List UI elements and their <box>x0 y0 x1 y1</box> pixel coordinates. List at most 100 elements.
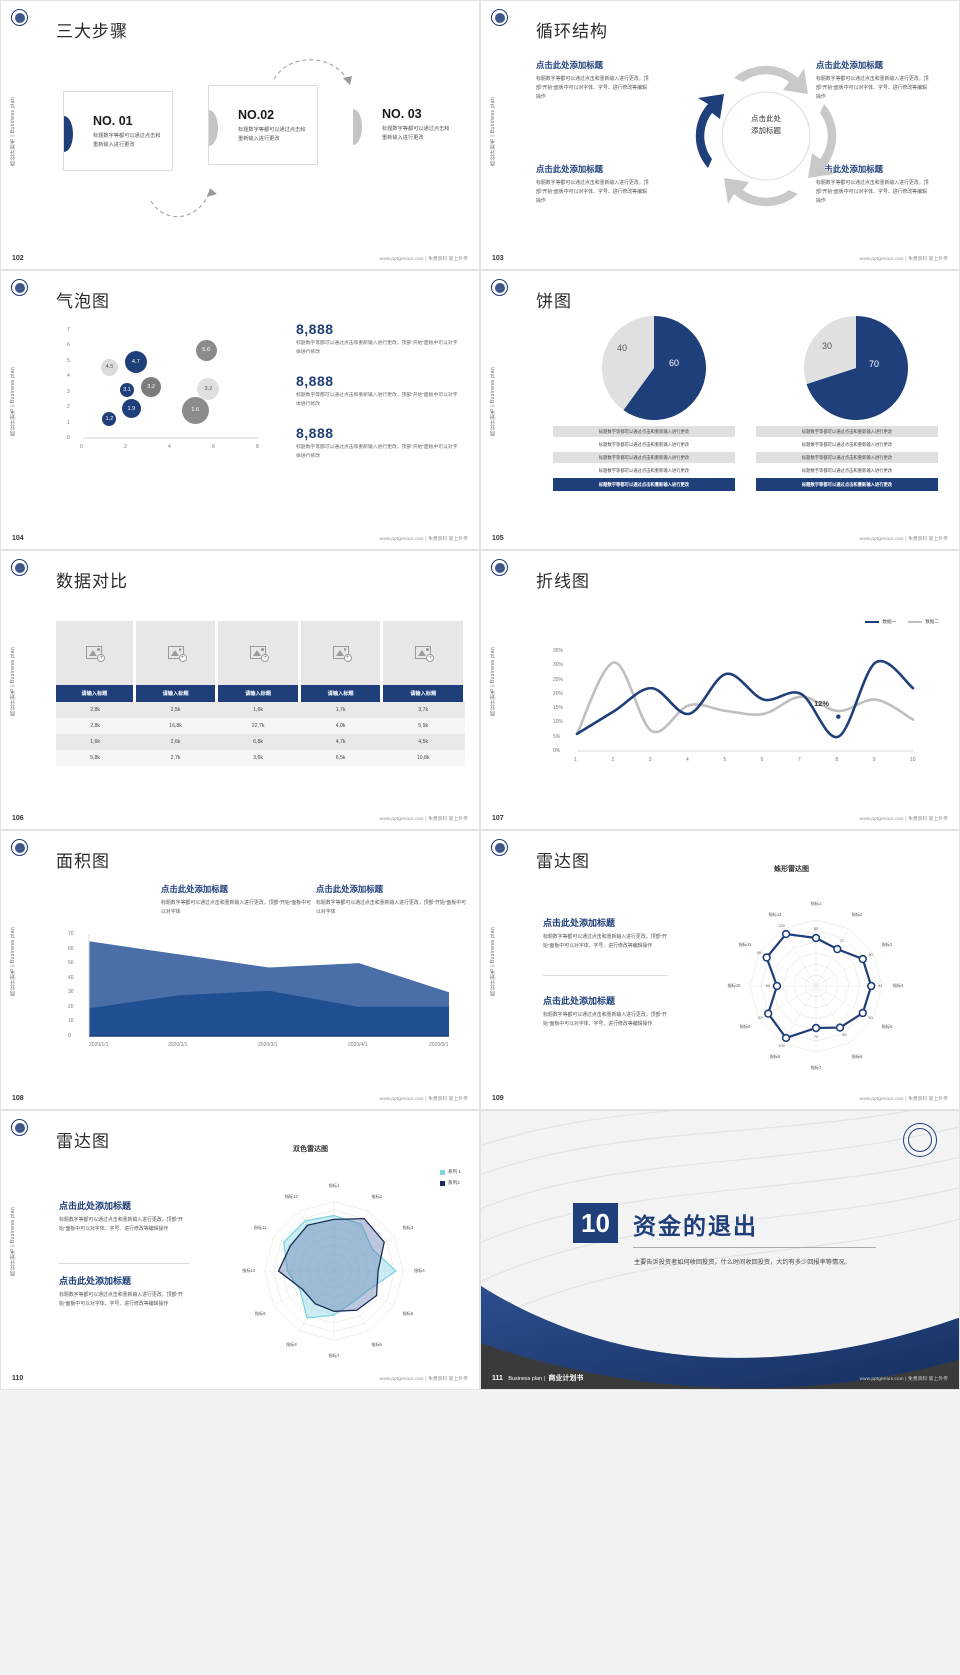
x-tick: 6 <box>212 444 215 450</box>
step-marker-1 <box>64 116 73 152</box>
image-placeholder-cell[interactable]: + <box>216 621 301 685</box>
y-tick: 70 <box>68 931 74 937</box>
side-label: 商业计划书 | Business plan <box>10 367 16 436</box>
step-card-1[interactable]: NO. 01 标题数字等都可以通过点击和重新输入进行更改 <box>63 91 173 171</box>
step-marker-2 <box>209 110 218 146</box>
step-card-2[interactable]: NO.02 标题数字等都可以通过点击和重新输入进行更改 <box>208 85 318 165</box>
radar-axis-label: 指标8 <box>285 1341 297 1347</box>
cycle-block-2[interactable]: 点击此处添加标题 标题数字等都可以通过点击和重新输入进行更改，顶部“开始”面板中… <box>536 163 651 206</box>
side-label: 商业计划书 | Business plan <box>10 97 16 166</box>
radar2-heading-1: 点击此处添加标题 <box>59 1201 132 1211</box>
radar-divider <box>543 975 668 976</box>
footer-text: www.pptgenius.com | 免费资料 第上外传 <box>379 1376 468 1381</box>
pie-chart-right <box>804 316 908 420</box>
area-block-1[interactable]: 点击此处添加标题 标题数字等都可以通过点击和重新输入进行更改，顶部“开始”面板中… <box>161 883 311 917</box>
legend-item-2[interactable]: 系列2 <box>439 1180 461 1186</box>
image-placeholder-cell[interactable]: + <box>56 621 136 685</box>
radar-value-label: 90 <box>868 951 873 957</box>
slide-106: 商业计划书 | Business plan 数据对比 + + + + + 请输入标题 请输入… <box>0 550 480 830</box>
legend-item-2[interactable]: 数据二 <box>908 619 939 625</box>
cycle-body-1: 标题数字等都可以通过点击和重新输入进行更改，顶部“开始”面板中可以对字体、字号、… <box>536 77 649 101</box>
radar-axis-label: 指标3 <box>402 1225 414 1231</box>
radar2-block-1[interactable]: 点击此处添加标题 标题数字等都可以通过点击和重新输入进行更改，顶部“开始”面板中… <box>59 1199 189 1234</box>
bubble-point[interactable]: 3.1 <box>120 383 134 398</box>
legend-bar-active[interactable]: 标题数字等都可以通过点击和重新输入进行更改 <box>553 478 735 491</box>
pie-right-legend-list: 标题数字等都可以通过点击和重新输入进行更改 标题数字等都可以通过点击和重新输入进… <box>756 426 938 493</box>
step-number-2: NO.02 <box>238 108 275 122</box>
page-number: 103 <box>492 255 504 262</box>
radar-axis-label: 指标12 <box>284 1194 298 1200</box>
bubble-point[interactable]: 3.2 <box>197 377 220 400</box>
cycle-block-4[interactable]: 点击此处添加标题 标题数字等都可以通过点击和重新输入进行更改，顶部“开始”面板中… <box>816 163 931 206</box>
bubble-point[interactable]: 4.7 <box>124 351 147 374</box>
table-header-cell: 请输入标题 <box>216 685 301 702</box>
radar-block-2[interactable]: 点击此处添加标题 标题数字等都可以通过点击和重新输入进行更改，顶部“开始”面板中… <box>543 994 668 1029</box>
legend-bar-active[interactable]: 标题数字等都可以通过点击和重新输入进行更改 <box>756 478 938 491</box>
y-tick: 5 <box>67 357 70 364</box>
bubble-point[interactable]: 3.2 <box>141 377 162 398</box>
step-card-3[interactable]: NO. 03 标题数字等都可以通过点击和重新输入进行更改 <box>353 85 463 165</box>
stat-desc-2: 标题数字等都可以通过点击和重新输入进行更改，顶部“开始”面板中可以对字体进行修改 <box>296 393 458 407</box>
legend-bar[interactable]: 标题数字等都可以通过点击和重新输入进行更改 <box>756 465 938 476</box>
x-tick: 10 <box>910 757 916 763</box>
legend-bar[interactable]: 标题数字等都可以通过点击和重新输入进行更改 <box>756 452 938 463</box>
legend-bar[interactable]: 标题数字等都可以通过点击和重新输入进行更改 <box>756 439 938 450</box>
x-tick: 8 <box>835 757 839 763</box>
legend-item-1[interactable]: 数据一 <box>865 619 896 625</box>
cycle-block-1[interactable]: 点击此处添加标题 标题数字等都可以通过点击和重新输入进行更改，顶部“开始”面板中… <box>536 59 651 102</box>
stat-desc-3: 标题数字等都可以通过点击和重新输入进行更改，顶部“开始”面板中可以对字体进行修改 <box>296 445 458 459</box>
comparison-table: + + + + + 请输入标题 请输入标题 请输入标题 请输入标题 请输入标题 2,8k 2,5k 1,… <box>56 621 466 766</box>
bubble-point[interactable]: 5.6 <box>195 339 217 361</box>
radar-axis-label: 指标9 <box>739 1024 751 1029</box>
radar-value-label: 80 <box>842 1032 847 1038</box>
image-placeholder-cell[interactable]: + <box>134 621 219 685</box>
bubble-point[interactable]: 1.2 <box>102 412 117 427</box>
table-cell: 5,9k <box>418 723 429 729</box>
legend-bar[interactable]: 标题数字等都可以通过点击和重新输入进行更改 <box>553 452 735 463</box>
table-cell: 4,7k <box>335 739 346 745</box>
radar-body-2: 标题数字等都可以通过点击和重新输入进行更改，顶部“开始”面板中可以对字体、字号、… <box>543 1013 667 1028</box>
radar-value-label: 80 <box>813 926 819 931</box>
stat-block-3[interactable]: 8,888 标题数字等都可以通过点击和重新输入进行更改，顶部“开始”面板中可以对… <box>296 425 461 461</box>
legend-swatch-icon <box>439 1180 445 1186</box>
bubble-point[interactable]: 4.5 <box>100 358 118 376</box>
bubble-point[interactable]: 1.6 <box>181 396 209 424</box>
side-label: 商业计划书 | Business plan <box>490 97 496 166</box>
school-seal-icon <box>491 559 508 576</box>
school-seal-icon <box>11 839 28 856</box>
radar-axis-label: 指标7 <box>810 1065 822 1070</box>
legend-bar[interactable]: 标题数字等都可以通过点击和重新输入进行更改 <box>553 465 735 476</box>
legend-label-2: 数据二 <box>925 619 939 624</box>
cycle-block-3[interactable]: 点击此处添加标题 标题数字等都可以通过点击和重新输入进行更改，顶部“开始”面板中… <box>816 59 931 102</box>
bubble-axes <box>83 437 259 439</box>
legend-bar[interactable]: 标题数字等都可以通过点击和重新输入进行更改 <box>756 426 938 437</box>
legend-label-2: 系列2 <box>447 1180 460 1185</box>
y-tick: 20 <box>68 1003 74 1010</box>
y-tick: 4 <box>67 373 70 380</box>
image-placeholder-cell[interactable]: + <box>299 621 384 685</box>
legend-bar[interactable]: 标题数字等都可以通过点击和重新输入进行更改 <box>553 426 735 437</box>
footer-text: www.pptgenius.com | 免费资料 第上外传 <box>379 1096 468 1101</box>
footer-text: www.pptgenius.com | 免费资料 第上外传 <box>859 816 948 821</box>
stat-block-2[interactable]: 8,888 标题数字等都可以通过点击和重新输入进行更改，顶部“开始”面板中可以对… <box>296 373 461 409</box>
stat-number-1: 8,888 <box>296 321 334 337</box>
radar-axis-label: 指标2 <box>371 1194 382 1200</box>
table-cell: 5,8k <box>90 755 101 761</box>
stat-block-1[interactable]: 8,888 标题数字等都可以通过点击和重新输入进行更改，顶部“开始”面板中可以对… <box>296 321 461 357</box>
radar-block-1[interactable]: 点击此处添加标题 标题数字等都可以通过点击和重新输入进行更改，顶部“开始”面板中… <box>543 916 668 951</box>
y-tick: 5% <box>553 733 561 740</box>
table-cell: 6,8k <box>253 739 263 745</box>
legend-bar[interactable]: 标题数字等都可以通过点击和重新输入进行更改 <box>553 439 735 450</box>
footer-text: www.pptgenius.com | 免费资料 第上外传 <box>859 1376 948 1381</box>
legend-item-1[interactable]: 系列 1 <box>439 1169 461 1175</box>
slide-108: 商业计划书 | Business plan 面积图 点击此处添加标题 标题数字等… <box>0 830 480 1110</box>
image-placeholder-cell[interactable]: + <box>381 621 466 685</box>
bubble-point[interactable]: 1.9 <box>121 399 141 419</box>
area-block-2[interactable]: 点击此处添加标题 标题数字等都可以通过点击和重新输入进行更改，顶部“开始”面板中… <box>316 883 466 917</box>
radar-axis-label: 指标12 <box>768 911 782 917</box>
radar2-block-2[interactable]: 点击此处添加标题 标题数字等都可以通过点击和重新输入进行更改，顶部“开始”面板中… <box>59 1274 189 1309</box>
slide-111: 10 资金的退出 主要告诉投资者如何收回投资，什么时间收回投资，大约有多少回报率… <box>480 1110 960 1390</box>
x-tick: 6 <box>760 757 764 763</box>
x-tick: 5 <box>723 757 727 763</box>
radar-value-label: 65 <box>765 983 771 988</box>
